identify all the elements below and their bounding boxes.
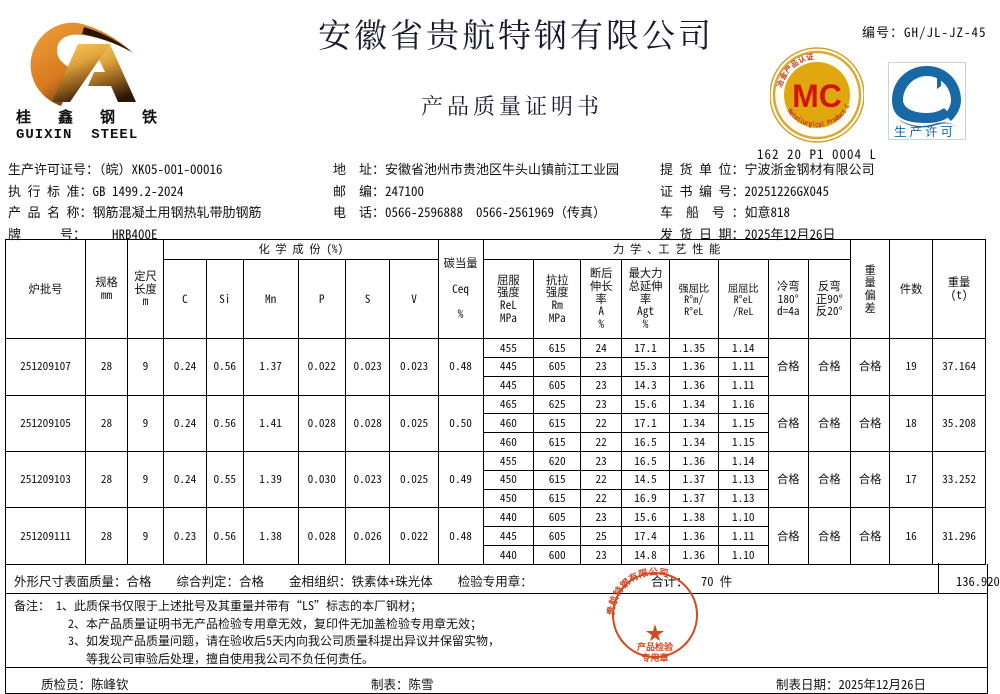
svg-text:MC: MC xyxy=(792,78,842,114)
svg-text:安徽省贵航特钢有限公司: 安徽省贵航特钢有限公司 xyxy=(606,566,670,616)
svg-text:专用章: 专用章 xyxy=(641,651,668,664)
